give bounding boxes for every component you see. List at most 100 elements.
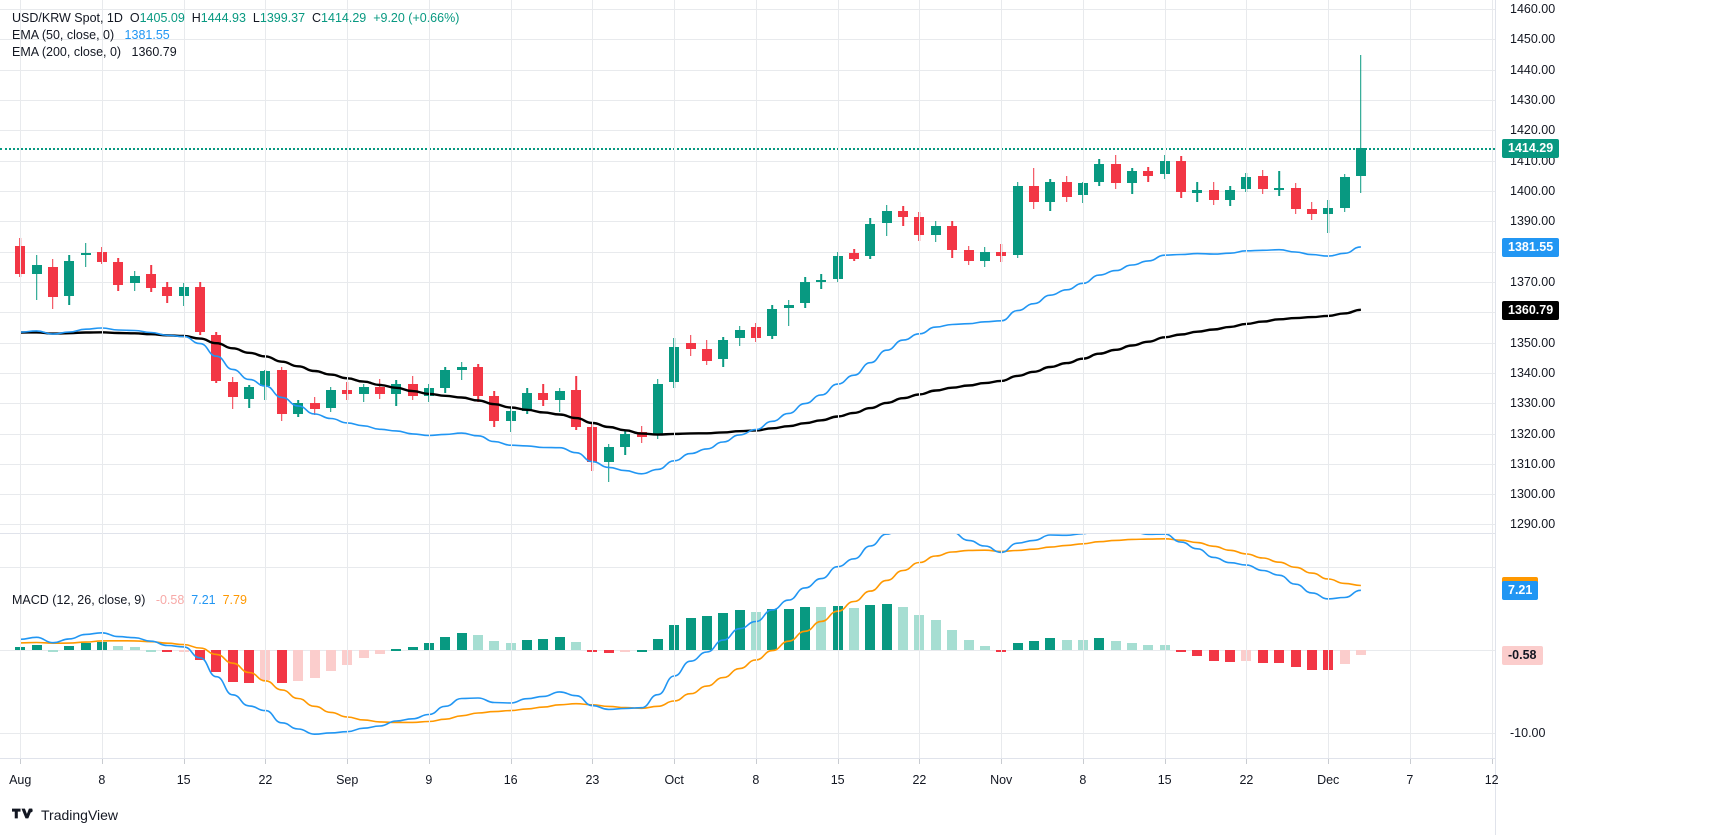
candle-body: [1339, 177, 1350, 208]
ema50-legend-row[interactable]: EMA (50, close, 0) 1381.55: [12, 27, 459, 44]
tradingview-watermark[interactable]: TradingView: [12, 806, 118, 824]
time-tick-mark: [20, 759, 22, 764]
macd-lines-overlay: [20, 534, 1361, 736]
candle: [146, 0, 156, 532]
gridline: [919, 0, 921, 758]
ema50-line: [20, 246, 1361, 475]
price-axis[interactable]: 1460.00 1450.00 1440.00 1430.00 1420.00 1410.…: [1495, 0, 1723, 835]
macd-hist-badge[interactable]: -0.58: [1502, 646, 1543, 665]
time-tick-mark: [592, 759, 594, 764]
macd-histogram-bar: [1045, 638, 1056, 651]
ema50-badge[interactable]: 1381.55: [1502, 237, 1560, 257]
price-axis-tick: 1320.00: [1510, 426, 1556, 441]
time-tick-mark: [510, 759, 512, 764]
macd-histogram-bar: [47, 649, 58, 652]
moving-average-overlay: [20, 246, 1361, 475]
candle-body: [31, 265, 42, 275]
macd-hist-value: -0.58: [155, 593, 185, 607]
close-label: C: [312, 11, 322, 25]
candle: [718, 0, 729, 532]
ema200-legend-row[interactable]: EMA (200, close, 0) 1360.79: [12, 44, 459, 61]
macd-histogram-bar: [1208, 650, 1219, 662]
candle-body: [701, 348, 712, 361]
candle-wick: [1278, 171, 1280, 196]
time-axis-tick: 22: [1239, 773, 1254, 787]
macd-histogram-bar: [211, 650, 222, 673]
candle-body: [538, 392, 549, 401]
candle-wick: [1360, 54, 1362, 193]
candle-body: [685, 342, 696, 349]
macd-line-value: 7.21: [191, 593, 216, 607]
time-axis-tick: 15: [830, 773, 845, 787]
candle: [1061, 0, 1072, 532]
time-tick-mark: [1082, 759, 1084, 764]
candle: [1355, 0, 1366, 532]
macd-histogram-bar: [1274, 650, 1285, 664]
time-axis[interactable]: Aug 8 15 22 Sep 9 16 23 Oct 8 15 22 Nov 8 15 22 Dec 7 12: [0, 758, 1499, 798]
time-tick-mark: [265, 759, 267, 764]
ema200-title: EMA (200, close, 0): [12, 45, 122, 59]
candle: [1176, 0, 1186, 532]
candle: [685, 0, 696, 532]
time-tick-mark: [1491, 759, 1493, 764]
price-axis-tick: 1450.00: [1510, 32, 1556, 47]
macd-histogram-bar: [1028, 641, 1039, 651]
candle-body: [293, 403, 304, 414]
price-plot-area[interactable]: [0, 0, 1495, 532]
candle: [767, 0, 778, 532]
last-price-badge[interactable]: 1414.29: [1502, 138, 1560, 158]
candle: [227, 0, 238, 532]
macd-histogram-bar: [80, 642, 91, 651]
candle: [1094, 0, 1105, 532]
macd-pane[interactable]: [0, 534, 1723, 758]
macd-histogram-bar: [440, 637, 451, 651]
candle: [276, 0, 287, 532]
price-pane[interactable]: [0, 0, 1723, 532]
candle: [64, 0, 75, 532]
candle: [652, 0, 663, 532]
macd-histogram-bar: [783, 609, 794, 651]
macd-legend[interactable]: MACD (12, 26, close, 9) -0.58 7.21 7.79: [12, 592, 247, 609]
candle-body: [767, 309, 778, 337]
macd-histogram-bar: [227, 650, 238, 682]
gridline: [510, 0, 512, 758]
candle-body: [195, 286, 205, 332]
time-axis-tick: 15: [1157, 773, 1172, 787]
time-tick-mark: [101, 759, 103, 764]
candle-body: [1176, 160, 1186, 193]
price-axis-tick: 1460.00: [1510, 2, 1556, 17]
candle-body: [1257, 175, 1268, 190]
candle-body: [211, 335, 222, 381]
macd-histogram-bar: [374, 650, 385, 655]
ema200-line: [20, 308, 1361, 436]
gridline: [428, 0, 430, 758]
macd-histogram-bar: [800, 606, 810, 651]
candle-body: [64, 260, 75, 296]
gridline: [1164, 0, 1166, 758]
macd-plot-area[interactable]: [0, 534, 1495, 758]
ema200-badge[interactable]: 1360.79: [1502, 300, 1560, 320]
candle-body: [1225, 189, 1236, 201]
time-tick-mark: [183, 759, 185, 764]
candle: [211, 0, 222, 532]
time-axis-tick: 15: [176, 773, 191, 787]
candle-body: [113, 262, 124, 285]
price-axis-tick: 1350.00: [1510, 335, 1556, 350]
candle-wick: [608, 444, 610, 482]
high-label: H: [191, 11, 201, 25]
candle: [473, 0, 483, 532]
symbol-legend-row[interactable]: USD/KRW Spot, 1D O1405.09 H1444.93 L1399…: [12, 10, 459, 27]
candle: [816, 0, 827, 532]
macd-line-badge[interactable]: 7.21: [1502, 581, 1539, 601]
candle: [407, 0, 418, 532]
candle-body: [652, 383, 663, 435]
macd-histogram-bar: [652, 638, 663, 651]
candle-body: [1355, 147, 1366, 176]
gridline: [0, 733, 1495, 735]
low-value: 1399.37: [259, 11, 306, 25]
candle: [849, 0, 859, 532]
macd-title: MACD (12, 26, close, 9): [12, 593, 146, 607]
gridline: [0, 650, 1495, 652]
candle: [1306, 0, 1317, 532]
